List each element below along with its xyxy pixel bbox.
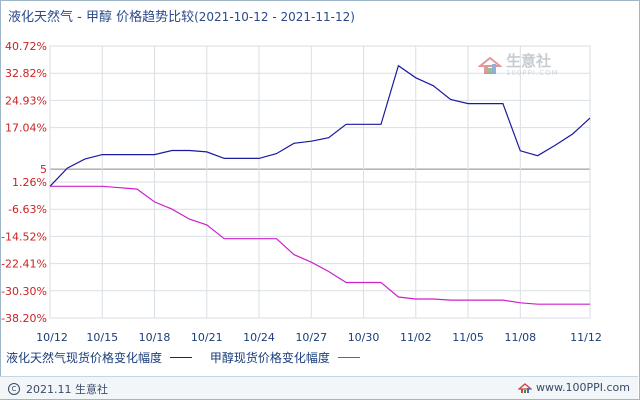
footer-copyright: C 2021.11 生意社 [8,381,108,397]
copyright-icon: C [8,383,20,395]
chart-legend: 液化天然气现货价格变化幅度 甲醇现货价格变化幅度 [6,349,374,366]
y-axis-ticks: 40.72% 32.82% 24.93% 17.04% 51.26% -6.63% -14.… [1,40,47,325]
legend-item-methanol: 甲醇现货价格变化幅度 [210,349,360,366]
y-tick-label: -22.41% [1,258,47,271]
y-tick-label: 5 [40,163,47,176]
x-tick-label: 11/12 [570,331,602,344]
y-tick-label: -14.52% [1,230,47,243]
watermark-logo: 生意社 100PPI.COM [478,54,559,77]
watermark-url: 100PPI.COM [506,69,559,77]
footer-site-link[interactable]: www.100PPI.com [536,381,630,394]
y-tick-label: 32.82% [5,67,47,80]
legend-item-lng: 液化天然气现货价格变化幅度 [6,349,193,366]
chart-title-main: 液化天然气 - 甲醇 价格趋势比较 [8,10,195,25]
footer-site[interactable]: www.100PPI.com [518,381,630,394]
x-tick-label: 10/12 [36,331,68,344]
legend-swatch-methanol [337,357,360,358]
y-tick-label: 17.04% [5,122,47,135]
x-axis-ticks: 10/12 10/15 10/18 10/21 10/24 10/27 10/30 11/02… [36,331,602,344]
watermark-name: 生意社 [506,52,552,70]
series-line-methanol [50,185,590,305]
chart-series [49,64,591,305]
footer-copyright-text: 2021.11 生意社 [26,383,108,396]
chart-grid [49,45,591,319]
y-tick-label: -6.63% [8,203,47,216]
x-tick-label: 11/05 [452,331,484,344]
x-tick-label: 10/30 [348,331,380,344]
x-tick-label: 11/02 [400,331,432,344]
legend-label-lng: 液化天然气现货价格变化幅度 [6,351,163,365]
chart-title: 液化天然气 - 甲醇 价格趋势比较(2021-10-12 - 2021-11-1… [8,6,355,25]
legend-label-methanol: 甲醇现货价格变化幅度 [209,351,330,365]
x-tick-label: 10/21 [191,331,223,344]
series-line-lng [49,64,591,187]
y-tick-label: 24.93% [5,94,47,107]
x-tick-label: 10/27 [295,331,327,344]
x-tick-label: 11/08 [504,331,536,344]
y-tick-label: 1.26% [12,176,47,189]
y-tick-label: 40.72% [5,40,47,53]
y-tick-label: -38.20% [1,312,47,325]
site-logo-icon [518,382,533,393]
chart-title-range: (2021-10-12 - 2021-11-12) [194,10,355,24]
legend-swatch-lng [170,357,193,358]
footer-bar: C 2021.11 生意社 www.100PPI.com [0,376,638,399]
x-tick-label: 10/18 [139,331,171,344]
house-logo-icon [478,56,502,74]
x-tick-label: 10/15 [86,331,118,344]
y-tick-label: -30.30% [1,285,47,298]
x-tick-label: 10/24 [243,331,275,344]
